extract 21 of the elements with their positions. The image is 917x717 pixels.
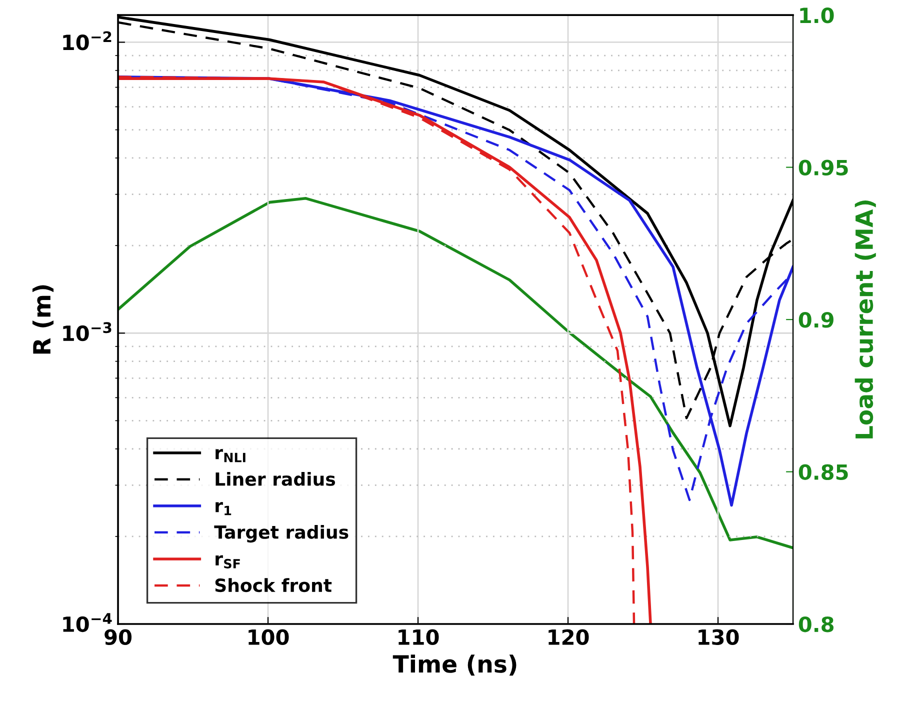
- legend-label: Liner radius: [216, 472, 336, 486]
- y2-axis-title: Load current (MA): [854, 200, 876, 438]
- x-tick-label: 130: [698, 629, 739, 645]
- legend-label: Target radius: [214, 524, 348, 543]
- legend-label: r$_{SF}$: [216, 555, 240, 568]
- y-axis-title: R (m): [32, 285, 54, 354]
- x-tick-label: 120: [548, 629, 589, 645]
- y2-tick-label: 0.85: [798, 464, 848, 480]
- x-axis-title: Time (ns): [392, 654, 516, 676]
- x-tick-label: 110: [398, 629, 439, 645]
- legend-label: r$_{NLI}$: [216, 449, 246, 462]
- y2-tick-label: 0.9: [798, 312, 834, 328]
- legend-label: r$_{1}$: [216, 502, 232, 516]
- line-series: [118, 196, 794, 550]
- y2-tick-label: 0.8: [798, 616, 834, 632]
- legend-label: Shock front: [215, 578, 332, 592]
- y-tick-label: 10$^{−2}$: [63, 31, 112, 50]
- x-tick-label: 100: [248, 629, 289, 645]
- y2-tick-label: 0.95: [798, 160, 848, 176]
- y2-tick-label: 1.0: [800, 8, 834, 24]
- y-tick-label: 10$^{−3}$: [63, 322, 112, 342]
